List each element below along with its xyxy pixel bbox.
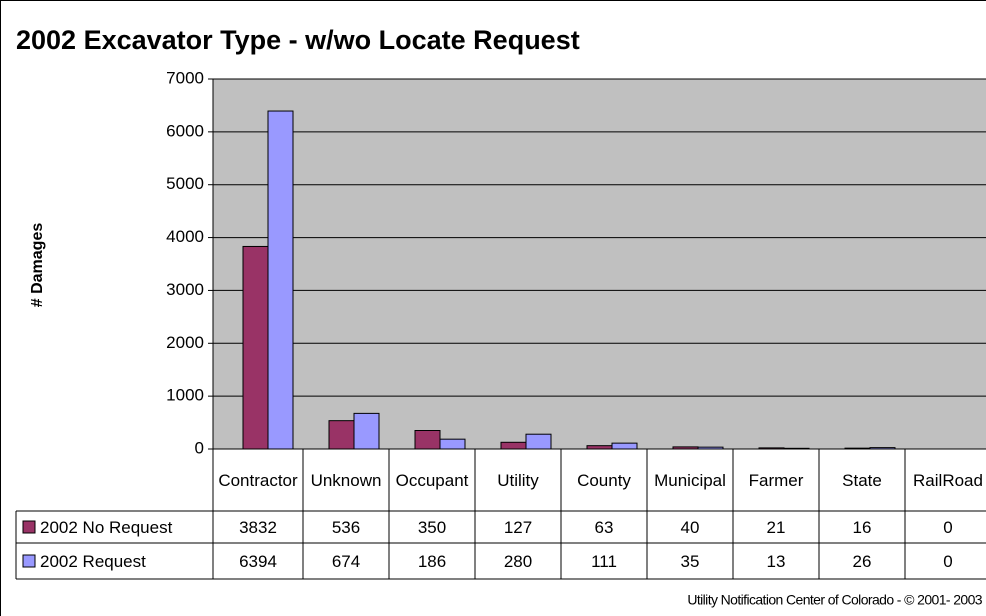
table-value: 0 [943,517,953,537]
bar [242,245,269,450]
y-tick-label: 5000 [166,174,204,193]
y-axis-label: # Damages [29,223,46,308]
bar [525,433,552,450]
bar [844,447,871,450]
bar [758,447,785,450]
category-label: Contractor [218,470,298,490]
bar [611,442,638,450]
legend-key [22,520,36,534]
table-value: 6394 [239,551,277,571]
y-tick-label: 1000 [166,386,204,405]
legend-label: 2002 No Request [40,517,173,537]
table-value: 674 [331,551,361,571]
category-label: County [577,470,631,490]
table-value: 13 [766,551,786,571]
table-value: 536 [331,517,361,537]
legend-label: 2002 Request [40,551,146,571]
bar [586,445,613,450]
bar [783,447,810,450]
y-tick-label: 0 [195,438,204,457]
table-value: 280 [503,551,533,571]
y-tick-label: 6000 [166,121,204,140]
bar [267,110,294,450]
y-tick-label: 3000 [166,280,204,299]
table-value: 21 [766,517,786,537]
bar [439,438,466,450]
table-value: 0 [943,551,953,571]
y-tick-label: 7000 [166,68,204,87]
category-label: Municipal [654,470,726,490]
bar [353,412,380,450]
bar [328,420,355,450]
table-value: 350 [417,517,447,537]
footer: Utility Notification Center of Colorado … [687,592,982,608]
category-label: Occupant [395,470,469,490]
bar [672,446,699,450]
table-value: 63 [594,517,614,537]
table-value: 186 [417,551,447,571]
table-value: 35 [680,551,700,571]
category-label: Utility [497,470,539,490]
category-label: State [842,470,882,490]
y-tick-label: 4000 [166,227,204,246]
bar [414,430,441,450]
plot-area [212,78,986,450]
bar [697,446,724,450]
chart-title: 2002 Excavator Type - w/wo Locate Reques… [16,25,580,55]
category-label: Farmer [748,470,804,490]
table-value: 3832 [239,517,277,537]
table-value: 40 [680,517,700,537]
table-value: 16 [852,517,872,537]
table-value: 26 [852,551,872,571]
bar [869,447,896,450]
table-value: 127 [503,517,533,537]
category-label: RailRoad [913,470,983,490]
y-tick-label: 2000 [166,333,204,352]
category-label: Unknown [310,470,382,490]
bar [500,441,527,450]
legend-key [22,554,36,568]
table-value: 111 [591,551,617,571]
